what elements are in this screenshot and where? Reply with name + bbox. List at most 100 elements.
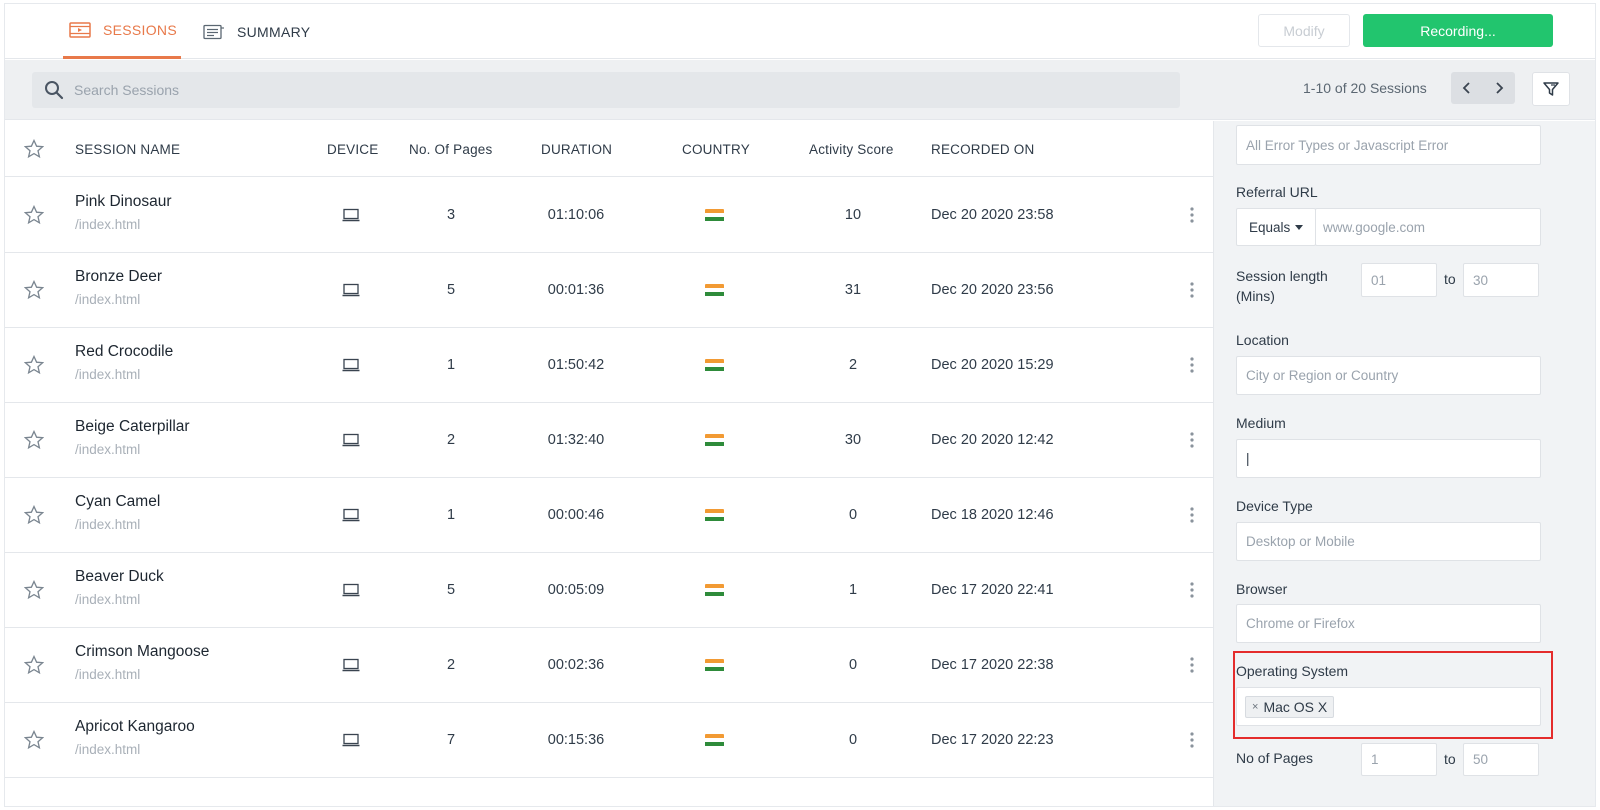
session-name[interactable]: Red Crocodile	[75, 343, 174, 360]
column-header-pages[interactable]: No. Of Pages	[409, 141, 493, 157]
device-type-input[interactable]: Desktop or Mobile	[1236, 522, 1541, 561]
column-header-recorded-on[interactable]: RECORDED ON	[931, 141, 1035, 157]
video-icon	[69, 22, 91, 38]
pages-max-input[interactable]: 50	[1463, 743, 1539, 776]
table-row[interactable]: Beaver Duck/index.html 5 00:05:09 1 Dec 17 2…	[5, 553, 1213, 628]
desktop-icon	[342, 733, 360, 747]
session-name-cell[interactable]: Beige Caterpillar/index.html	[75, 418, 190, 457]
medium-input[interactable]: |	[1236, 439, 1541, 478]
location-input[interactable]: City or Region or Country	[1236, 356, 1541, 395]
column-header-country[interactable]: COUNTRY	[682, 141, 750, 157]
column-header-activity-score[interactable]: Activity Score	[809, 141, 894, 157]
india-flag-icon	[704, 658, 724, 672]
more-options-icon[interactable]	[1186, 281, 1198, 299]
star-icon[interactable]	[24, 655, 44, 675]
session-name-cell[interactable]: Crimson Mangoose/index.html	[75, 643, 209, 682]
browser-input[interactable]: Chrome or Firefox	[1236, 604, 1541, 643]
duration-cell: 00:15:36	[547, 732, 605, 748]
more-options-icon[interactable]	[1186, 431, 1198, 449]
error-type-input[interactable]: All Error Types or Javascript Error	[1236, 125, 1541, 165]
more-options-icon[interactable]	[1186, 731, 1198, 749]
india-flag-icon	[704, 433, 724, 447]
search-box	[32, 72, 1180, 108]
select-all-star[interactable]	[24, 121, 44, 177]
session-length-min-input[interactable]: 01	[1361, 263, 1437, 297]
pages-cell: 2	[446, 432, 456, 448]
session-name-cell[interactable]: Cyan Camel/index.html	[75, 493, 160, 532]
search-input[interactable]	[74, 82, 1074, 98]
pages-cell: 5	[446, 282, 456, 298]
session-name-cell[interactable]: Apricot Kangaroo/index.html	[75, 718, 195, 757]
device-type-label: Device Type	[1236, 498, 1313, 514]
star-icon	[24, 139, 44, 159]
more-options-icon[interactable]	[1186, 506, 1198, 524]
pages-cell: 1	[446, 357, 456, 373]
session-name-cell[interactable]: Beaver Duck/index.html	[75, 568, 164, 607]
modify-button[interactable]: Modify	[1258, 14, 1350, 47]
column-header-device[interactable]: DEVICE	[327, 141, 379, 157]
recording-button[interactable]: Recording...	[1363, 14, 1553, 47]
star-icon[interactable]	[24, 280, 44, 300]
session-length-max-input[interactable]: 30	[1463, 263, 1539, 297]
table-row[interactable]: Cyan Camel/index.html 1 00:00:46 0 Dec 18 20…	[5, 478, 1213, 553]
tab-sessions[interactable]: SESSIONS	[63, 4, 181, 59]
more-options-icon[interactable]	[1186, 656, 1198, 674]
star-icon[interactable]	[24, 730, 44, 750]
star-icon[interactable]	[24, 430, 44, 450]
session-name[interactable]: Beaver Duck	[75, 568, 164, 585]
session-name-cell[interactable]: Bronze Deer/index.html	[75, 268, 162, 307]
more-options-icon[interactable]	[1186, 356, 1198, 374]
country-cell	[695, 328, 733, 402]
session-name[interactable]: Beige Caterpillar	[75, 418, 190, 435]
browser-label: Browser	[1236, 581, 1288, 597]
country-cell	[695, 628, 733, 702]
session-name-cell[interactable]: Red Crocodile/index.html	[75, 343, 173, 382]
session-path: /index.html	[75, 517, 141, 532]
country-cell	[695, 478, 733, 552]
star-icon[interactable]	[24, 355, 44, 375]
recorded-on-cell: Dec 18 2020 12:46	[931, 507, 1054, 523]
star-icon[interactable]	[24, 505, 44, 525]
os-tag-label: Mac OS X	[1263, 698, 1328, 715]
location-label: Location	[1236, 332, 1289, 348]
prev-page-button[interactable]	[1451, 72, 1483, 104]
table-row[interactable]: Bronze Deer/index.html 5 00:01:36 31 Dec 20 …	[5, 253, 1213, 328]
session-name[interactable]: Apricot Kangaroo	[75, 718, 195, 735]
session-name[interactable]: Bronze Deer	[75, 268, 163, 285]
referral-url-input[interactable]: www.google.com	[1315, 208, 1541, 246]
table-row[interactable]: Apricot Kangaroo/index.html 7 00:15:36 0 Dec…	[5, 703, 1213, 778]
filter-button[interactable]	[1532, 72, 1570, 106]
recorded-on-cell: Dec 20 2020 15:29	[931, 357, 1054, 373]
operating-system-input[interactable]: × Mac OS X	[1236, 687, 1541, 726]
session-name[interactable]: Cyan Camel	[75, 493, 161, 510]
session-name[interactable]: Crimson Mangoose	[75, 643, 210, 660]
table-row[interactable]: Beige Caterpillar/index.html 2 01:32:40 30 D…	[5, 403, 1213, 478]
session-name-cell[interactable]: Pink Dinosaur/index.html	[75, 193, 172, 232]
star-icon[interactable]	[24, 205, 44, 225]
more-options-icon[interactable]	[1186, 581, 1198, 599]
table-row[interactable]: Crimson Mangoose/index.html 2 00:02:36 0 Dec…	[5, 628, 1213, 703]
session-name[interactable]: Pink Dinosaur	[75, 193, 172, 210]
column-header-duration[interactable]: DURATION	[541, 141, 613, 157]
column-header-session-name[interactable]: SESSION NAME	[75, 141, 181, 157]
desktop-icon	[342, 208, 360, 222]
pages-cell: 3	[446, 207, 456, 223]
more-options-icon[interactable]	[1186, 206, 1198, 224]
table-row[interactable]: Red Crocodile/index.html 1 01:50:42 2 Dec 20…	[5, 328, 1213, 403]
session-length-label-line2: (Mins)	[1236, 288, 1275, 304]
tab-sessions-label: SESSIONS	[103, 22, 177, 38]
recorded-on-cell: Dec 20 2020 23:58	[931, 207, 1054, 223]
duration-cell: 01:50:42	[547, 357, 605, 373]
star-icon[interactable]	[24, 580, 44, 600]
referral-operator-value: Equals	[1249, 219, 1291, 235]
remove-tag-icon[interactable]: ×	[1252, 700, 1259, 713]
activity-score-cell: 2	[848, 357, 858, 373]
table-row[interactable]: Pink Dinosaur/index.html 3 01:10:06 10 Dec 2…	[5, 178, 1213, 253]
next-page-button[interactable]	[1483, 72, 1515, 104]
referral-operator-select[interactable]: Equals	[1236, 208, 1316, 246]
tab-summary[interactable]: SUMMARY	[203, 4, 323, 59]
chevron-right-icon	[1496, 82, 1504, 94]
pages-cell: 2	[446, 657, 456, 673]
device-cell	[327, 478, 375, 552]
pages-min-input[interactable]: 1	[1361, 743, 1437, 776]
